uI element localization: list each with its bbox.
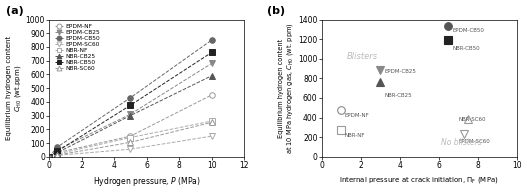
- NBR-NF: [127, 136, 133, 139]
- Legend: EPDM-NF, EPDM-CB25, EPDM-CB50, EPDM-SC60, NBR-NF, NBR-CB25, NBR-CB50, NBR-SC60: EPDM-NF, EPDM-CB25, EPDM-CB50, EPDM-SC60…: [54, 24, 101, 72]
- NBR-CB25: [209, 75, 215, 77]
- Text: (b): (b): [267, 6, 285, 16]
- Y-axis label: Equilibrium hydrogen content
$C_{\rm H0}$ (wt.ppm): Equilibrium hydrogen content $C_{\rm H0}…: [6, 36, 23, 140]
- Text: NBR-NF: NBR-NF: [344, 133, 365, 138]
- EPDM-SC60: [46, 156, 52, 158]
- NBR-SC60: [209, 121, 215, 124]
- EPDM-NF: [46, 156, 52, 158]
- NBR-NF: [46, 156, 52, 158]
- Text: NBR-SC60: NBR-SC60: [458, 117, 486, 122]
- NBR-CB25: [127, 114, 133, 117]
- NBR-SC60: [46, 156, 52, 158]
- X-axis label: Hydrogen pressure, $P$ (MPa): Hydrogen pressure, $P$ (MPa): [93, 175, 201, 188]
- EPDM-CB25: [127, 113, 133, 115]
- EPDM-CB25: [46, 156, 52, 158]
- X-axis label: Internal pressure at crack initiation, $\Pi_{\rm F}$ (MPa): Internal pressure at crack initiation, $…: [339, 175, 499, 185]
- Line: NBR-CB50: NBR-CB50: [46, 50, 214, 159]
- Line: NBR-SC60: NBR-SC60: [46, 120, 214, 159]
- NBR-CB50: [127, 104, 133, 107]
- NBR-CB25: [46, 156, 52, 158]
- Text: EPDM-CB50: EPDM-CB50: [452, 28, 484, 33]
- Text: No blisters: No blisters: [441, 139, 481, 147]
- Line: EPDM-SC60: EPDM-SC60: [46, 133, 214, 159]
- Line: NBR-CB25: NBR-CB25: [46, 73, 214, 159]
- NBR-CB25: [54, 152, 61, 154]
- NBR-SC60: [54, 154, 61, 156]
- EPDM-CB25: [54, 149, 61, 151]
- Text: EPDM-NF: EPDM-NF: [344, 113, 369, 118]
- Text: (a): (a): [6, 6, 24, 16]
- EPDM-NF: [209, 94, 215, 96]
- Text: NBR-CB25: NBR-CB25: [384, 93, 412, 98]
- Line: NBR-NF: NBR-NF: [46, 118, 214, 159]
- EPDM-CB50: [127, 97, 133, 99]
- NBR-SC60: [127, 141, 133, 144]
- Y-axis label: Equilibrium hydrogen content
at 10 MPa hydrogen gas, $C_{\rm H0}$ (wt. ppm): Equilibrium hydrogen content at 10 MPa h…: [278, 22, 295, 154]
- Text: EPDM-CB25: EPDM-CB25: [384, 68, 416, 74]
- EPDM-CB50: [46, 156, 52, 158]
- Line: EPDM-CB25: EPDM-CB25: [46, 61, 214, 159]
- EPDM-CB50: [54, 146, 61, 148]
- Text: NBR-CB50: NBR-CB50: [452, 47, 480, 51]
- NBR-CB50: [46, 156, 52, 158]
- Line: EPDM-NF: EPDM-NF: [46, 92, 214, 159]
- NBR-NF: [209, 120, 215, 122]
- EPDM-SC60: [54, 154, 61, 157]
- EPDM-CB50: [209, 39, 215, 41]
- NBR-CB50: [54, 150, 61, 152]
- Text: Blisters: Blisters: [347, 52, 378, 61]
- Line: EPDM-CB50: EPDM-CB50: [46, 37, 214, 159]
- NBR-CB50: [209, 51, 215, 54]
- Text: EPDM-SC60: EPDM-SC60: [458, 139, 490, 144]
- EPDM-NF: [127, 135, 133, 137]
- EPDM-SC60: [209, 135, 215, 137]
- NBR-NF: [54, 153, 61, 155]
- EPDM-CB25: [209, 62, 215, 65]
- EPDM-NF: [54, 152, 61, 154]
- EPDM-SC60: [127, 148, 133, 150]
